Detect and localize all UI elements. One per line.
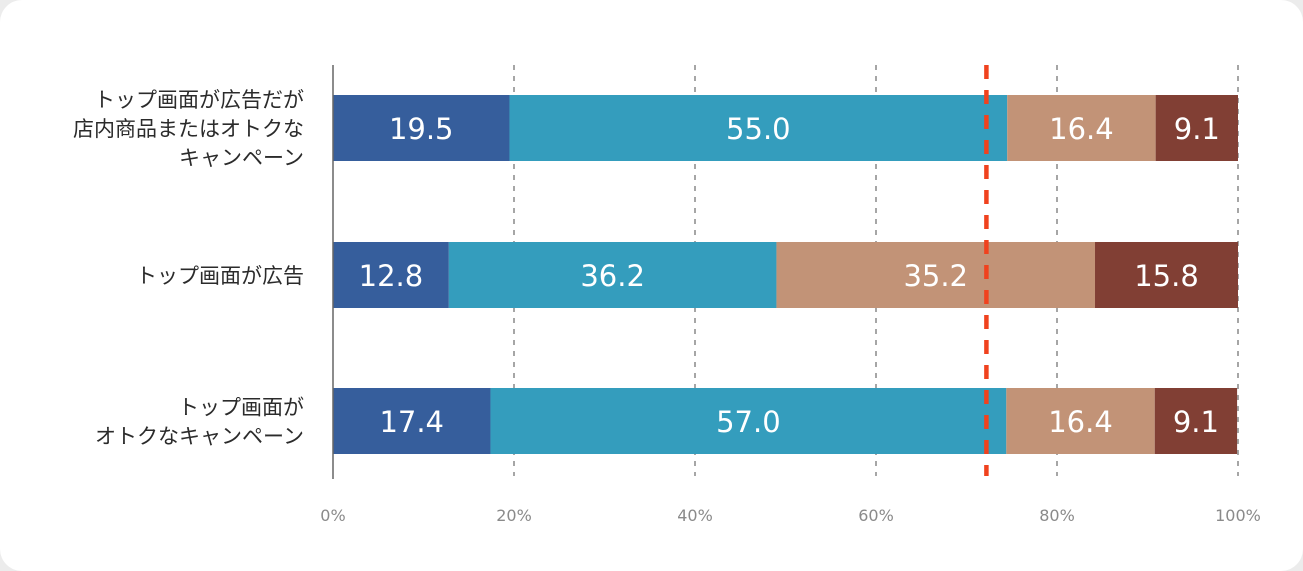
data-label-0-3: 9.1: [1174, 112, 1220, 146]
data-label-0-0: 19.5: [389, 112, 454, 146]
bar-segment-0-0: [333, 95, 510, 161]
category-label-1: トップ画面が広告: [136, 264, 304, 288]
data-label-2-1: 57.0: [716, 405, 781, 439]
bar-segment-2-2: [1006, 388, 1155, 454]
data-label-1-2: 35.2: [903, 259, 968, 293]
data-label-1-0: 12.8: [359, 259, 424, 293]
bar-segment-1-0: [333, 242, 449, 308]
bar-segment-0-1: [509, 95, 1008, 161]
data-label-2-0: 17.4: [379, 405, 444, 439]
bar-segment-0-2: [1007, 95, 1156, 161]
bar-segment-1-1: [448, 242, 777, 308]
bar-segment-2-3: [1154, 388, 1238, 454]
data-label-2-2: 16.4: [1048, 405, 1113, 439]
category-label-2: トップ画面がオトクなキャンペーン: [95, 396, 304, 449]
x-tick-label-20: 20%: [496, 506, 532, 525]
bar-segment-1-2: [776, 242, 1096, 308]
x-tick-label-80: 80%: [1039, 506, 1075, 525]
category-label-0: トップ画面が広告だが店内商品またはオトクなキャンペーン: [73, 88, 304, 170]
bars: [333, 95, 1238, 454]
x-tick-label-40: 40%: [677, 506, 713, 525]
bar-segment-2-0: [333, 388, 491, 454]
data-label-1-1: 36.2: [580, 259, 645, 293]
data-label-1-3: 15.8: [1134, 259, 1199, 293]
labels: 19.5 55.0 16.4 9.1 トップ画面が広告だが店内商品またはオトクなキャンペ…: [73, 88, 1261, 525]
x-tick-label-100: 100%: [1215, 506, 1261, 525]
bar-segment-0-3: [1155, 95, 1238, 161]
bar-segment-1-3: [1095, 242, 1238, 308]
x-tick-label-0: 0%: [320, 506, 345, 525]
x-tick-label-60: 60%: [858, 506, 894, 525]
data-label-2-3: 9.1: [1173, 405, 1219, 439]
data-label-0-1: 55.0: [726, 112, 791, 146]
data-label-0-2: 16.4: [1049, 112, 1114, 146]
bar-segment-2-1: [490, 388, 1007, 454]
